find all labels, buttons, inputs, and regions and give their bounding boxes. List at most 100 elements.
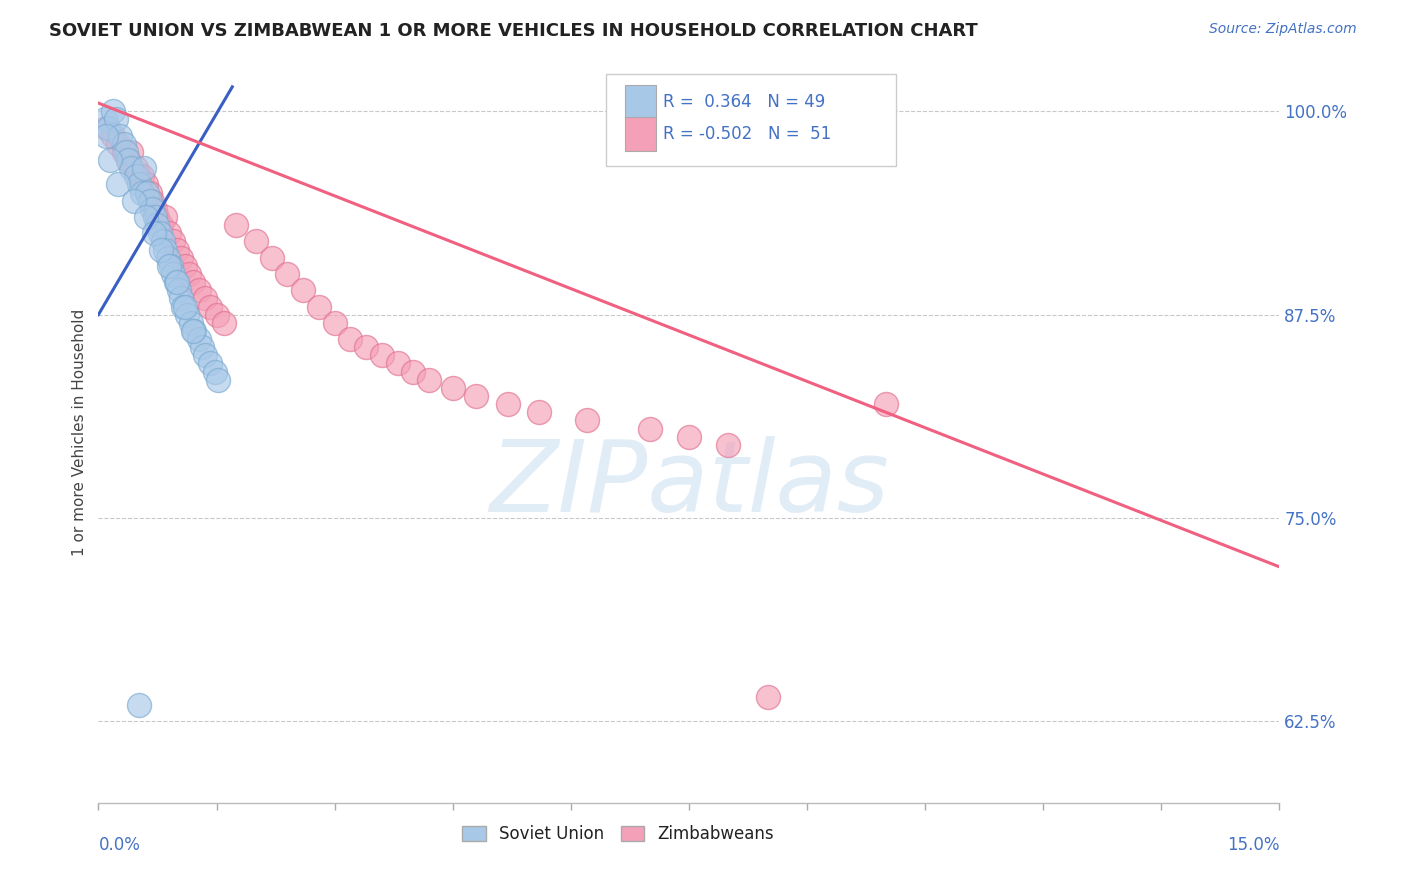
- Point: [875, 397, 897, 411]
- Point: [160, 259, 183, 273]
- Point: [323, 316, 346, 330]
- Point: [292, 283, 315, 297]
- Point: [112, 145, 135, 159]
- Point: [150, 218, 173, 232]
- Point: [200, 356, 222, 370]
- Point: [174, 300, 197, 314]
- Text: Source: ZipAtlas.com: Source: ZipAtlas.com: [1209, 22, 1357, 37]
- Point: [98, 153, 121, 167]
- Point: [308, 300, 330, 314]
- Point: [136, 186, 159, 200]
- Point: [132, 161, 155, 176]
- Point: [162, 235, 184, 249]
- Point: [402, 365, 425, 379]
- Point: [115, 145, 138, 159]
- Point: [162, 267, 184, 281]
- Point: [157, 227, 180, 241]
- Point: [204, 365, 226, 379]
- Point: [157, 259, 180, 273]
- Point: [638, 421, 661, 435]
- Point: [177, 267, 200, 281]
- Point: [128, 169, 150, 184]
- Point: [166, 243, 188, 257]
- Point: [138, 194, 160, 208]
- Point: [170, 292, 193, 306]
- Point: [125, 161, 148, 176]
- Point: [141, 202, 163, 216]
- Point: [93, 112, 115, 127]
- Point: [121, 161, 143, 176]
- Point: [188, 283, 211, 297]
- Point: [207, 373, 229, 387]
- Point: [172, 300, 194, 314]
- Point: [107, 136, 129, 151]
- Point: [176, 308, 198, 322]
- Point: [138, 186, 160, 200]
- Point: [387, 356, 409, 370]
- Point: [96, 128, 118, 143]
- Point: [122, 194, 145, 208]
- Point: [181, 324, 204, 338]
- Point: [141, 194, 163, 208]
- Point: [465, 389, 488, 403]
- Point: [678, 430, 700, 444]
- Point: [245, 235, 267, 249]
- Point: [96, 120, 118, 135]
- Point: [131, 186, 153, 200]
- Point: [152, 235, 174, 249]
- Point: [441, 381, 464, 395]
- Point: [717, 438, 740, 452]
- Y-axis label: 1 or more Vehicles in Household: 1 or more Vehicles in Household: [72, 309, 87, 557]
- Point: [156, 251, 179, 265]
- Point: [276, 267, 298, 281]
- Point: [117, 153, 139, 167]
- Point: [128, 178, 150, 192]
- Point: [496, 397, 519, 411]
- Point: [131, 169, 153, 184]
- Point: [529, 405, 551, 419]
- Point: [191, 340, 214, 354]
- Point: [155, 243, 177, 257]
- Point: [155, 210, 177, 224]
- Point: [214, 316, 236, 330]
- Text: SOVIET UNION VS ZIMBABWEAN 1 OR MORE VEHICLES IN HOUSEHOLD CORRELATION CHART: SOVIET UNION VS ZIMBABWEAN 1 OR MORE VEH…: [49, 22, 979, 40]
- Point: [339, 332, 361, 346]
- Point: [167, 283, 190, 297]
- Point: [165, 275, 187, 289]
- FancyBboxPatch shape: [626, 117, 655, 152]
- Point: [181, 275, 204, 289]
- Point: [150, 243, 173, 257]
- Point: [225, 218, 247, 232]
- Point: [194, 348, 217, 362]
- Point: [143, 210, 166, 224]
- Text: R =  0.364   N = 49: R = 0.364 N = 49: [664, 93, 825, 111]
- FancyBboxPatch shape: [606, 73, 896, 166]
- Point: [135, 178, 157, 192]
- Point: [170, 251, 193, 265]
- Point: [135, 210, 157, 224]
- Point: [117, 153, 139, 167]
- Point: [146, 218, 169, 232]
- Point: [180, 316, 202, 330]
- Point: [260, 251, 283, 265]
- Point: [205, 308, 228, 322]
- FancyBboxPatch shape: [626, 85, 655, 119]
- Point: [104, 112, 127, 127]
- Point: [166, 275, 188, 289]
- Point: [112, 136, 135, 151]
- Text: R = -0.502   N =  51: R = -0.502 N = 51: [664, 125, 831, 144]
- Text: ZIPatlas: ZIPatlas: [489, 436, 889, 533]
- Point: [125, 169, 148, 184]
- Point: [142, 227, 165, 241]
- Point: [146, 210, 169, 224]
- Point: [174, 259, 197, 273]
- Point: [418, 373, 440, 387]
- Point: [101, 128, 124, 143]
- Point: [101, 104, 124, 119]
- Point: [200, 300, 222, 314]
- Point: [575, 413, 598, 427]
- Text: 0.0%: 0.0%: [98, 836, 141, 855]
- Point: [143, 202, 166, 216]
- Point: [149, 227, 172, 241]
- Point: [188, 332, 211, 346]
